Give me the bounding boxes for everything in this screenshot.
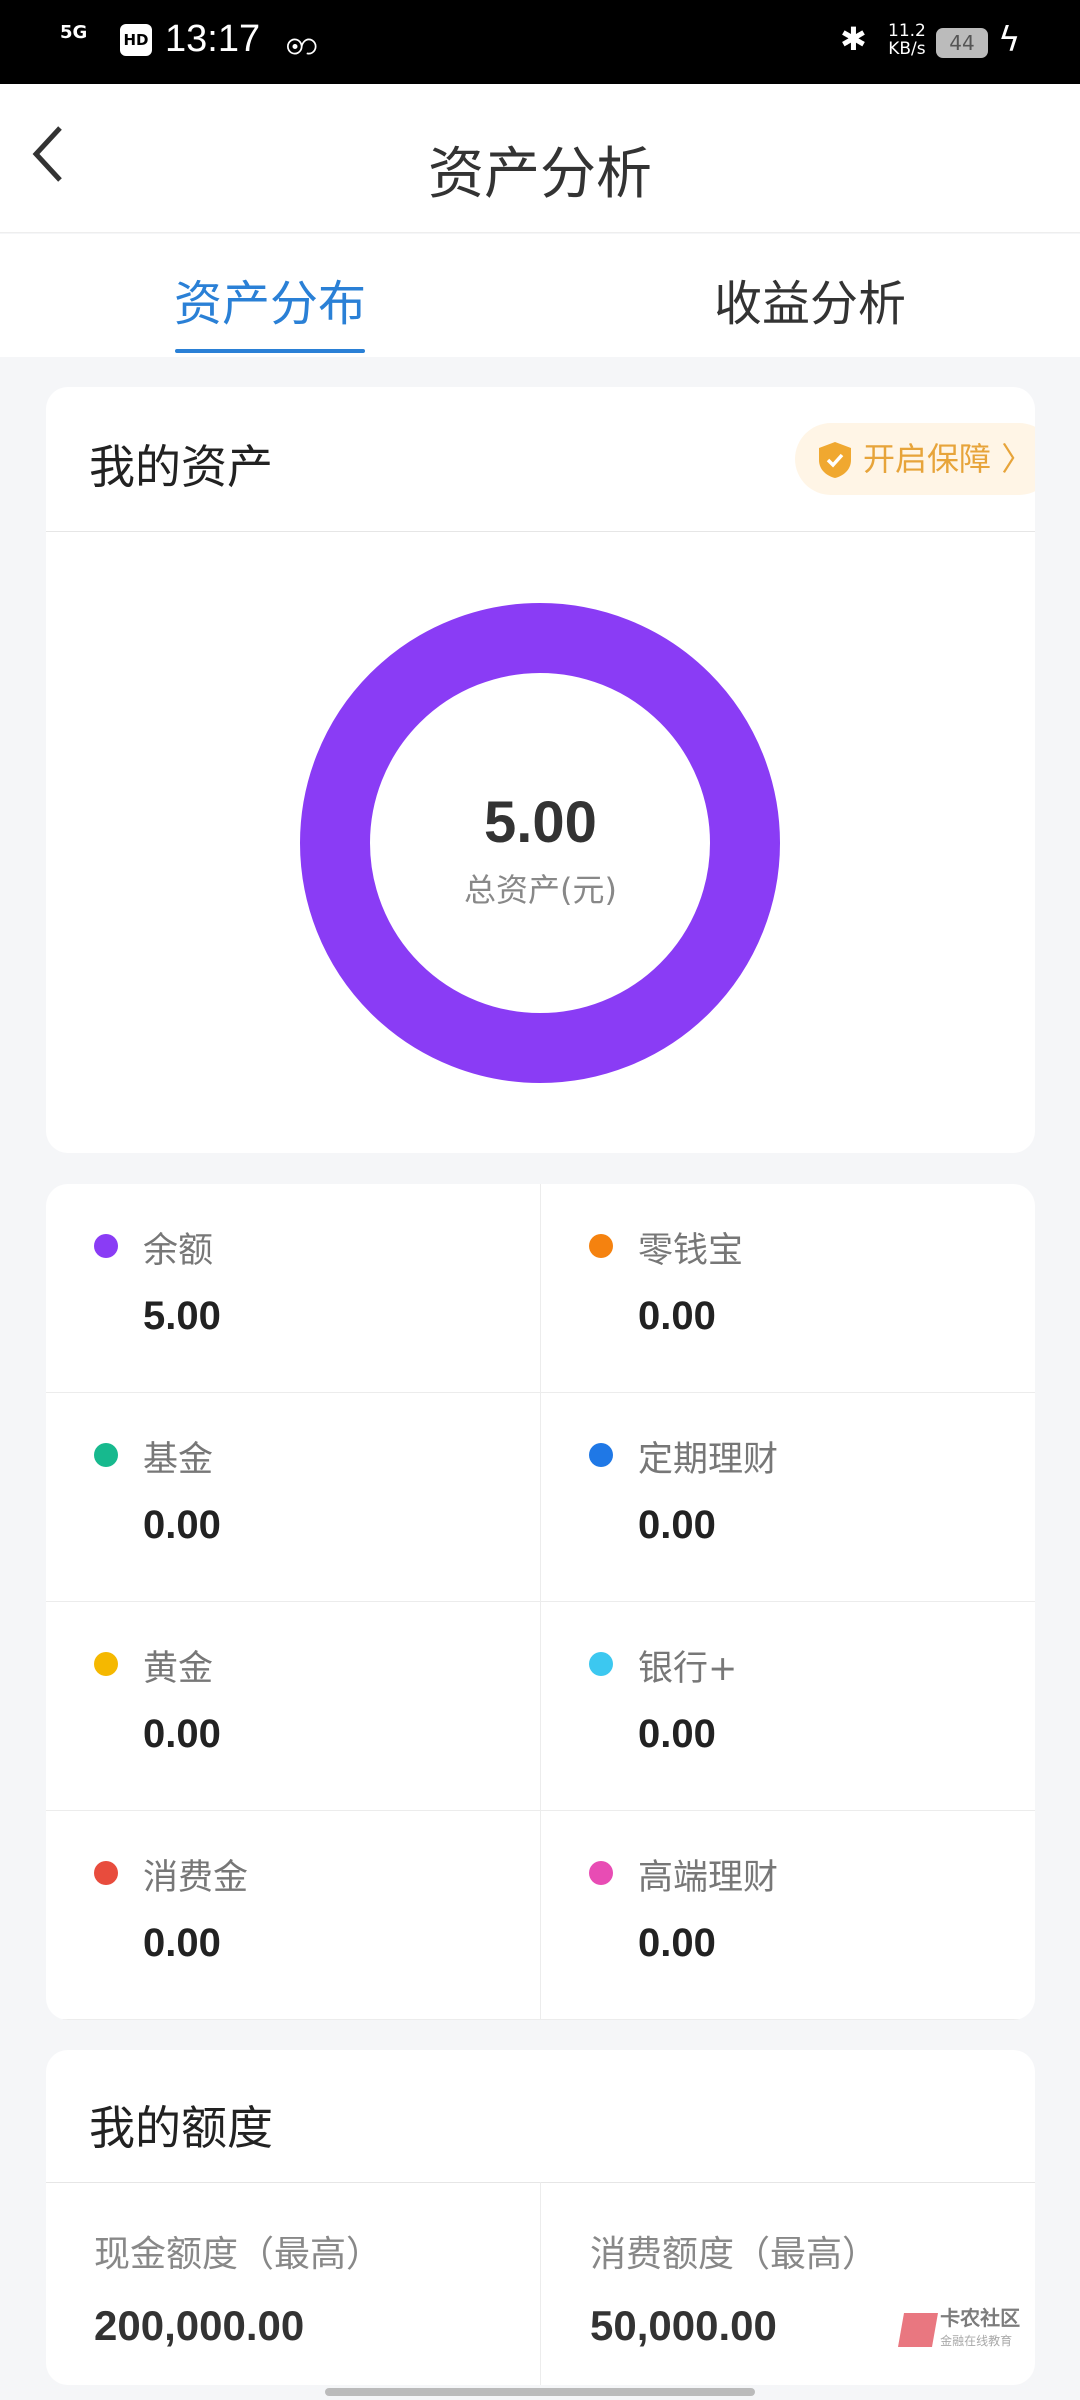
network-speed: 11.2 KB/s (888, 22, 926, 58)
asset-value: 0.00 (143, 1503, 221, 1547)
divider (46, 531, 1035, 532)
shield-check-icon (819, 442, 851, 478)
card-title: 我的额度 (89, 2101, 273, 2155)
legend-dot (589, 1861, 613, 1885)
asset-item[interactable]: 定期理财 0.00 (541, 1393, 1035, 1602)
chevron-right-icon: 〉 (1001, 440, 1034, 478)
total-assets-value: 5.00 (484, 790, 597, 855)
asset-value: 0.00 (638, 1294, 716, 1338)
asset-label: 零钱宝 (638, 1231, 744, 1271)
back-button[interactable] (28, 124, 68, 199)
asset-label: 银行+ (638, 1649, 738, 1689)
divider (540, 2182, 541, 2385)
legend-dot (589, 1443, 613, 1467)
tab-label: 收益分析 (713, 276, 906, 332)
notification-icon: ꩦ (285, 23, 319, 63)
asset-value: 0.00 (143, 1712, 221, 1756)
asset-item[interactable]: 消费金 0.00 (46, 1811, 540, 2020)
home-indicator[interactable] (325, 2388, 755, 2396)
cash-quota-value: 200,000.00 (94, 2302, 305, 2349)
legend-dot (94, 1861, 118, 1885)
asset-value: 5.00 (143, 1294, 221, 1338)
chevron-left-icon (32, 126, 62, 182)
battery-icon: 44 (936, 28, 988, 58)
asset-item[interactable]: 零钱宝 0.00 (541, 1184, 1035, 1393)
charging-icon: ϟ (998, 20, 1021, 60)
asset-item[interactable]: 基金 0.00 (46, 1393, 540, 1602)
asset-item[interactable]: 银行+ 0.00 (541, 1602, 1035, 1811)
hd-icon: HD (120, 24, 152, 56)
tab-asset-distribution[interactable]: 资产分布 (120, 264, 420, 353)
signal-indicator: 5G (60, 22, 88, 43)
asset-label: 消费金 (143, 1858, 249, 1898)
tab-income-analysis[interactable]: 收益分析 (660, 264, 960, 334)
asset-label: 余额 (143, 1231, 214, 1271)
asset-item[interactable]: 高端理财 0.00 (541, 1811, 1035, 2020)
quota-card: 我的额度 现金额度（最高） 200,000.00 消费额度（最高） 50,000… (46, 2050, 1035, 2385)
nav-header: 资产分析 (0, 84, 1080, 233)
page-title: 资产分析 (428, 142, 652, 207)
badge-label: 开启保障 (863, 440, 992, 478)
asset-label: 黄金 (143, 1649, 214, 1689)
asset-value: 0.00 (638, 1921, 716, 1965)
asset-value: 0.00 (143, 1921, 221, 1965)
asset-donut-chart (300, 603, 780, 1083)
status-bar: 5G HD 13:17 ꩦ ✱ 11.2 KB/s 44 ϟ (0, 0, 1080, 84)
consumer-quota-label: 消费额度（最高） (590, 2234, 879, 2275)
tab-bar: 资产分布 收益分析 (0, 234, 1080, 357)
donut-segment-balance (300, 603, 780, 1083)
legend-dot (589, 1234, 613, 1258)
card-title: 我的资产 (89, 440, 273, 494)
enable-protection-button[interactable]: 开启保障 〉 (795, 423, 1035, 495)
assets-card: 我的资产 开启保障 〉 5.00 总资产(元) (46, 387, 1035, 1153)
bluetooth-icon: ✱ (840, 20, 867, 58)
asset-label: 基金 (143, 1440, 214, 1480)
total-assets-label: 总资产(元) (464, 871, 617, 909)
asset-value: 0.00 (638, 1712, 716, 1756)
tab-underline (175, 349, 365, 353)
asset-label: 高端理财 (638, 1858, 779, 1898)
watermark-logo: 卡农社区 金融在线教育 (898, 2308, 1020, 2351)
legend-dot (94, 1443, 118, 1467)
asset-item[interactable]: 余额 5.00 (46, 1184, 540, 1393)
clock: 13:17 (165, 18, 261, 60)
asset-breakdown-card: 余额 5.00 零钱宝 0.00 基金 0.00 定期理财 0.00 黄金 0.00 银行+ 0.00… (46, 1184, 1035, 2020)
asset-value: 0.00 (638, 1503, 716, 1547)
asset-item[interactable]: 黄金 0.00 (46, 1602, 540, 1811)
asset-label: 定期理财 (638, 1440, 779, 1480)
legend-dot (94, 1652, 118, 1676)
cash-quota-label: 现金额度（最高） (94, 2234, 383, 2275)
consumer-quota-value: 50,000.00 (590, 2302, 777, 2349)
divider (540, 1184, 541, 2020)
tab-label: 资产分布 (173, 276, 366, 332)
legend-dot (94, 1234, 118, 1258)
speed-unit: KB/s (888, 39, 926, 59)
legend-dot (589, 1652, 613, 1676)
speed-value: 11.2 (888, 21, 926, 41)
